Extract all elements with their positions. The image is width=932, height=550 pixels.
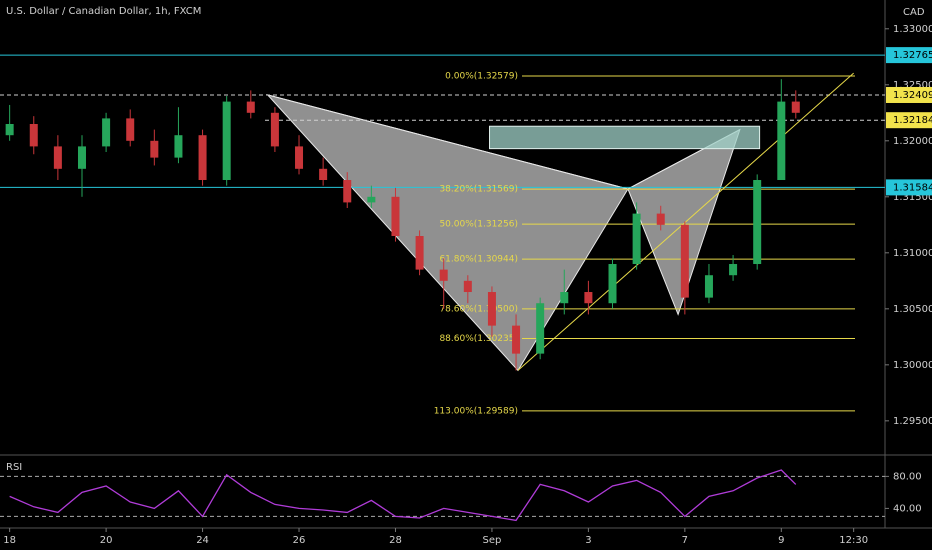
candle-body [608,264,617,304]
candle-body [5,123,14,136]
x-tick-label: 20 [100,535,113,546]
candle-body [512,325,521,354]
level-tag [886,86,932,103]
level-label: 1.32765 [893,50,932,61]
candle-body [102,118,111,147]
x-tick-label: 26 [293,535,306,546]
candle-body [246,101,255,113]
candle-body [367,196,376,203]
x-tick-label: 12:30 [839,535,868,546]
trend-line [517,72,854,371]
x-tick-label: Sep [483,535,502,546]
candle-body [391,196,400,237]
candle-body [319,168,328,181]
candle-body [729,264,738,276]
currency: CAD [903,7,925,18]
x-tick-label: 18 [3,535,16,546]
candle-body [150,140,159,158]
candle-body [632,213,641,265]
candle-body [656,213,665,225]
candle-body [270,112,279,147]
x-tick-label: 28 [389,535,402,546]
candle-body [439,269,448,281]
fib-label: 38.20%(1.31569) [439,185,518,195]
x-tick-label: 3 [585,535,591,546]
rsi-label: RSI [6,462,22,473]
candle-body [126,118,135,141]
candle-body [77,146,86,169]
chart-title: U.S. Dollar / Canadian Dollar, 1h, FXCM [6,6,201,17]
fib-label: 61.80%(1.30944) [439,255,518,265]
y-tick-label: 1.32000 [893,136,932,147]
level-label: 1.32184 [893,115,932,126]
candle-body [198,135,207,181]
y-tick-label: 1.31000 [893,248,932,259]
y-tick-label: 1.32500 [893,80,932,91]
rsi-line [9,469,797,522]
y-tick-label: 1.29500 [893,416,932,427]
candle-body [680,224,689,298]
level-tag [886,47,932,64]
y-tick-label: 1.33000 [893,24,932,35]
fib-label: 113.00%(1.29589) [434,406,518,416]
target-box [489,125,761,150]
candle-body [560,292,569,304]
candle-body [753,180,762,265]
candle-body [536,303,545,354]
candle-body [53,146,62,169]
fib-label: 78.60%(1.30500) [439,304,518,314]
candle-body [791,101,800,113]
candle-body [174,135,183,158]
level-tag [886,112,932,129]
y-tick-label: 1.31500 [893,192,932,203]
candle-body [343,180,352,203]
fib-label: 88.60%(1.30235) [439,334,518,344]
candle-body [222,101,231,181]
level-label: 1.31584 [893,182,932,193]
x-tick-label: 7 [682,535,688,546]
rsi-tick-label: 80.00 [893,471,922,482]
level-label: 1.32409 [893,90,932,101]
candle-body [584,292,593,304]
candle-body [463,280,472,293]
y-tick-label: 1.30000 [893,360,932,371]
candle-body [295,146,304,169]
x-tick-label: 9 [778,535,784,546]
fib-label: 0.00%(1.32579) [445,71,518,81]
candle-body [415,236,424,270]
candle-body [777,101,786,181]
fib-label: 50.00%(1.31256) [439,220,518,230]
candle-body [704,275,713,298]
x-tick-label: 24 [196,535,209,546]
rsi-tick-label: 40.00 [893,503,922,514]
candle-body [487,292,496,326]
candle-body [29,123,38,147]
y-tick-label: 1.30500 [893,304,932,315]
level-tag [886,179,932,196]
